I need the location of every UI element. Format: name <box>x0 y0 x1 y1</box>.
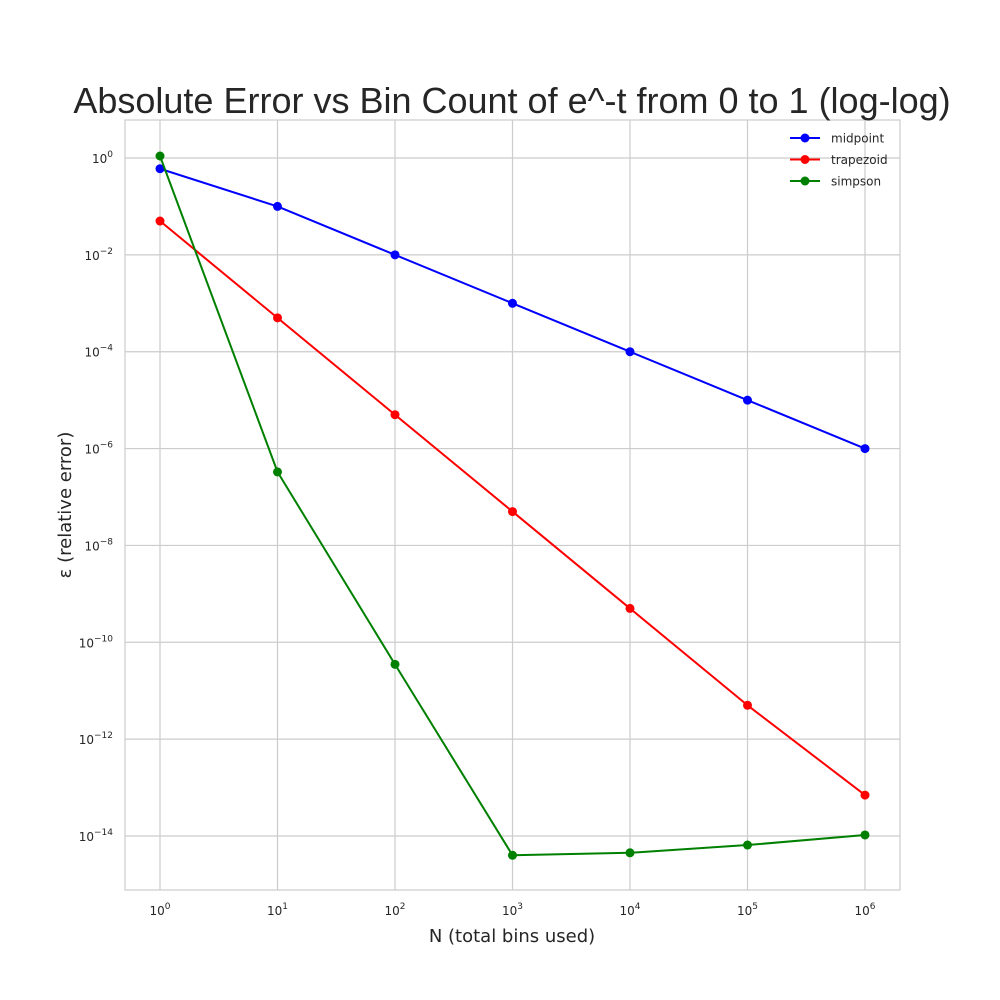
x-tick-exponent: 3 <box>517 902 523 912</box>
legend: midpoint trapezoid simpson <box>790 132 888 189</box>
x-tick-exponent: 4 <box>635 902 641 912</box>
y-tick-base: 10 <box>84 443 99 457</box>
grid <box>125 120 900 890</box>
data-point-trapezoid <box>155 216 165 226</box>
y-tick-base: 10 <box>79 830 94 844</box>
series-midpoint <box>155 164 870 454</box>
data-point-simpson <box>625 848 635 858</box>
legend-item-simpson: simpson <box>790 175 881 189</box>
data-point-midpoint <box>273 201 282 211</box>
data-point-midpoint <box>860 444 870 454</box>
y-tick-exponent: −2 <box>100 247 113 257</box>
data-point-trapezoid <box>390 410 400 420</box>
data-point-trapezoid <box>625 603 635 613</box>
series-simpson <box>155 151 870 860</box>
y-tick-base: 10 <box>84 249 99 263</box>
x-tick-base: 10 <box>854 904 869 918</box>
y-tick-label: 10−10 <box>79 634 114 650</box>
y-tick-base: 10 <box>92 152 107 166</box>
data-point-simpson <box>155 151 165 161</box>
y-tick-label: 10−2 <box>84 247 113 263</box>
y-tick-label: 10−6 <box>84 441 113 457</box>
x-tick-label: 100 <box>149 902 170 918</box>
data-point-simpson <box>743 840 752 850</box>
y-tick-exponent: −12 <box>94 731 113 741</box>
x-tick-exponent: 6 <box>870 902 876 912</box>
x-tick-exponent: 1 <box>282 902 288 912</box>
y-tick-label: 10−4 <box>84 344 113 360</box>
legend-label: midpoint <box>831 132 885 146</box>
data-point-trapezoid <box>743 700 752 710</box>
data-point-simpson <box>508 850 517 860</box>
y-tick-label: 10−12 <box>79 731 113 747</box>
x-tick-base: 10 <box>619 904 634 918</box>
legend-marker <box>800 133 810 143</box>
x-tick-base: 10 <box>737 904 752 918</box>
x-tick-base: 10 <box>267 904 282 918</box>
x-tick-label: 102 <box>384 902 405 918</box>
legend-label: trapezoid <box>831 153 888 167</box>
y-tick-exponent: −4 <box>100 344 114 354</box>
y-tick-label: 10−14 <box>79 828 114 844</box>
data-point-simpson <box>273 467 282 477</box>
legend-marker <box>800 176 810 186</box>
x-tick-base: 10 <box>502 904 517 918</box>
x-tick-exponent: 5 <box>752 902 758 912</box>
x-tick-label: 106 <box>854 902 875 918</box>
data-point-trapezoid <box>273 313 282 323</box>
data-point-midpoint <box>155 164 165 174</box>
y-tick-exponent: 0 <box>107 150 113 160</box>
data-point-midpoint <box>508 298 517 308</box>
y-tick-base: 10 <box>84 346 99 360</box>
data-point-trapezoid <box>860 790 870 800</box>
data-point-simpson <box>860 830 870 840</box>
x-tick-label: 105 <box>737 902 758 918</box>
chart-title: Absolute Error vs Bin Count of e^-t from… <box>73 80 950 121</box>
y-tick-exponent: −10 <box>94 634 113 644</box>
series-layer <box>155 151 870 860</box>
y-tick-exponent: −6 <box>100 441 114 451</box>
x-tick-label: 103 <box>502 902 523 918</box>
data-point-midpoint <box>743 395 752 405</box>
x-tick-base: 10 <box>149 904 164 918</box>
y-tick-base: 10 <box>79 636 94 650</box>
y-tick-base: 10 <box>84 539 99 553</box>
legend-label: simpson <box>831 175 881 189</box>
x-tick-label: 101 <box>267 902 288 918</box>
x-tick-exponent: 0 <box>165 902 171 912</box>
legend-marker <box>800 155 810 164</box>
y-tick-label: 10−8 <box>84 537 113 553</box>
y-tick-label: 100 <box>92 150 113 166</box>
x-tick-exponent: 2 <box>400 902 406 912</box>
data-point-midpoint <box>625 347 635 357</box>
data-point-midpoint <box>390 250 400 260</box>
y-tick-exponent: −14 <box>94 828 113 838</box>
series-trapezoid <box>155 216 870 800</box>
y-tick-base: 10 <box>79 733 94 747</box>
legend-item-midpoint: midpoint <box>790 132 885 146</box>
y-axis-label: ε (relative error) <box>55 432 76 579</box>
x-tick-label: 104 <box>619 902 640 918</box>
x-tick-base: 10 <box>384 904 399 918</box>
data-point-simpson <box>390 659 400 669</box>
plot-frame <box>124 119 901 891</box>
x-axis-label: N (total bins used) <box>429 926 595 947</box>
legend-item-trapezoid: trapezoid <box>790 153 888 167</box>
y-tick-exponent: −8 <box>100 537 114 547</box>
data-point-trapezoid <box>508 507 517 517</box>
x-tick-labels: 100 101 102 103 104 105 106 <box>149 902 875 918</box>
